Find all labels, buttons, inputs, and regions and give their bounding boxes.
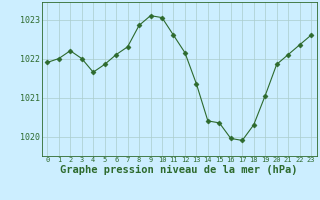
- X-axis label: Graphe pression niveau de la mer (hPa): Graphe pression niveau de la mer (hPa): [60, 165, 298, 175]
